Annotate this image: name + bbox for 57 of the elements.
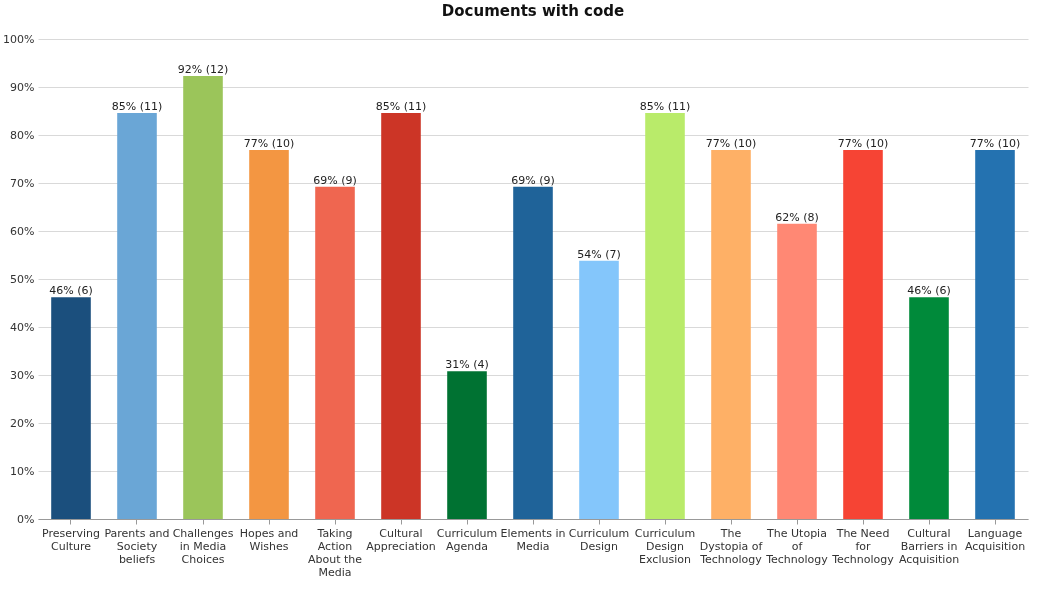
bar <box>249 149 289 519</box>
bar <box>117 112 157 519</box>
data-label: 85% (11) <box>639 99 691 113</box>
x-tick-label: The Utopia of Technology <box>765 526 829 566</box>
y-tick-label: 90% <box>10 80 35 94</box>
data-label: 77% (10) <box>705 136 757 150</box>
data-label: 46% (6) <box>49 284 93 298</box>
data-label: 62% (8) <box>775 210 819 224</box>
bar <box>447 371 487 519</box>
data-label: 46% (6) <box>907 284 951 298</box>
bar <box>711 149 751 519</box>
bar <box>315 186 355 519</box>
data-label: 92% (12) <box>177 62 229 76</box>
x-tick-label: Hopes and Wishes <box>239 526 299 553</box>
bar <box>381 112 421 519</box>
bar <box>975 149 1015 519</box>
x-tick-label: Challenges in Media Choices <box>172 526 234 566</box>
x-tick-label: Elements in Media <box>500 526 566 553</box>
data-label: 69% (9) <box>313 173 357 187</box>
y-tick-label: 30% <box>10 368 35 382</box>
x-tick-label: Cultural Appreciation <box>366 526 436 553</box>
bar <box>579 260 619 519</box>
bar <box>513 186 553 519</box>
x-tick-label: The Need for Technology <box>831 526 895 566</box>
y-tick-label: 40% <box>10 320 35 334</box>
x-tick-label: Parents and Society beliefs <box>104 526 170 566</box>
data-label: 77% (10) <box>243 136 295 150</box>
x-tick-label: Cultural Barriers in Acquisition <box>898 526 960 566</box>
bar <box>909 297 949 519</box>
y-tick-label: 20% <box>10 416 35 430</box>
chart-title: Documents with code <box>441 2 625 20</box>
data-label: 85% (11) <box>375 99 427 113</box>
data-label: 69% (9) <box>511 173 555 187</box>
bar <box>645 112 685 519</box>
x-tick-label: Taking Action About the Media <box>307 526 363 579</box>
x-tick-label: The Dystopia of Technology <box>699 526 764 566</box>
y-tick-label: 80% <box>10 128 35 142</box>
y-tick-label: 0% <box>17 512 35 526</box>
y-tick-label: 50% <box>10 272 35 286</box>
data-label: 85% (11) <box>111 99 163 113</box>
bar <box>843 149 883 519</box>
x-tick-label: Curriculum Design Exclusion <box>634 526 696 566</box>
data-label: 77% (10) <box>969 136 1021 150</box>
x-tick-label: Curriculum Agenda <box>436 526 498 553</box>
y-tick-label: 10% <box>10 464 35 478</box>
data-label: 31% (4) <box>445 358 489 372</box>
y-tick-label: 100% <box>3 32 35 46</box>
x-tick-label: Language Acquisition <box>964 526 1026 553</box>
data-label: 77% (10) <box>837 136 889 150</box>
data-label: 54% (7) <box>577 247 621 261</box>
bar <box>51 297 91 519</box>
y-tick-label: 60% <box>10 224 35 238</box>
x-tick-label: Preserving Culture <box>41 526 101 553</box>
y-tick-label: 70% <box>10 176 35 190</box>
bar <box>777 223 817 519</box>
bar <box>183 75 223 519</box>
x-tick-label: Curriculum Design <box>568 526 630 553</box>
